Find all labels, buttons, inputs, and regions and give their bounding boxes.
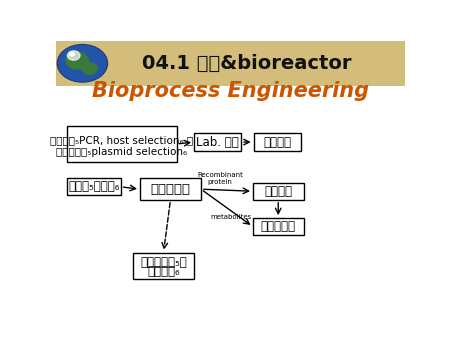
Text: 前處理₅殺菌等₆: 前處理₅殺菌等₆ — [68, 180, 119, 193]
Text: 工廠生產: 工廠生產 — [263, 136, 291, 149]
Text: 素固定化₆: 素固定化₆ — [147, 265, 180, 278]
Circle shape — [58, 46, 106, 81]
Bar — [254, 134, 301, 151]
Bar — [253, 183, 303, 200]
Text: 細胞固定化₅酵: 細胞固定化₅酵 — [140, 256, 187, 269]
Bar — [253, 218, 303, 235]
Bar — [194, 134, 241, 151]
Text: 基因重組₅PCR, host selection₆ 或: 基因重組₅PCR, host selection₆ 或 — [50, 135, 193, 145]
Circle shape — [82, 63, 97, 74]
Text: 破碎細胞: 破碎細胞 — [264, 185, 292, 198]
Text: 分離及純化: 分離及純化 — [261, 220, 296, 233]
Circle shape — [68, 51, 80, 60]
Text: 生化反應器: 生化反應器 — [150, 183, 190, 196]
Circle shape — [66, 52, 88, 69]
Text: Lab. 生產: Lab. 生產 — [196, 136, 239, 149]
Bar — [67, 126, 176, 162]
Circle shape — [69, 52, 74, 56]
Text: Recombinant
protein: Recombinant protein — [197, 172, 243, 185]
Text: 微生物篩選₅plasmid selection₆: 微生物篩選₅plasmid selection₆ — [56, 147, 187, 157]
Text: metabolites: metabolites — [210, 214, 251, 220]
Bar — [140, 178, 201, 200]
Text: 04.1 養菌&bioreactor: 04.1 養菌&bioreactor — [142, 54, 351, 73]
Text: Bioprocess Engineering: Bioprocess Engineering — [92, 81, 369, 101]
Bar — [133, 253, 194, 279]
Bar — [67, 178, 121, 195]
Circle shape — [57, 45, 108, 82]
Bar — [56, 41, 405, 86]
